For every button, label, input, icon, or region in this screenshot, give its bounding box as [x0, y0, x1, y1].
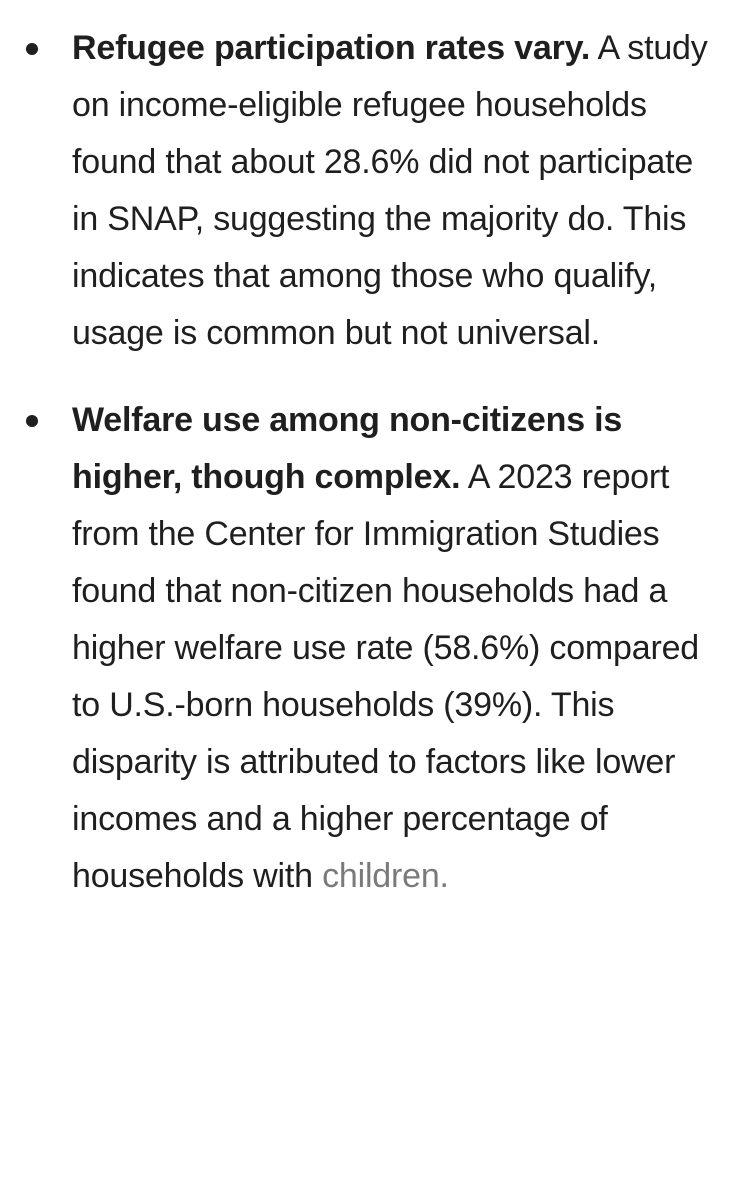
bullet-lead: Refugee participation rates vary. [72, 29, 591, 67]
bullet-dot-icon [26, 43, 38, 55]
bullet-item-refugee-participation: Refugee participation rates vary. A stud… [0, 0, 747, 362]
bullet-body: A 2023 report from the Center for Immigr… [72, 458, 699, 895]
bullet-body: A study on income-eligible refugee house… [72, 29, 708, 352]
bullet-item-welfare-use: Welfare use among non-citizens is higher… [0, 392, 747, 905]
bullet-lead: Welfare use among non-citizens is higher… [72, 401, 623, 496]
bullet-list: Refugee participation rates vary. A stud… [0, 0, 747, 905]
bullet-faded-tail: children. [322, 857, 449, 895]
bullet-dot-icon [26, 415, 38, 427]
